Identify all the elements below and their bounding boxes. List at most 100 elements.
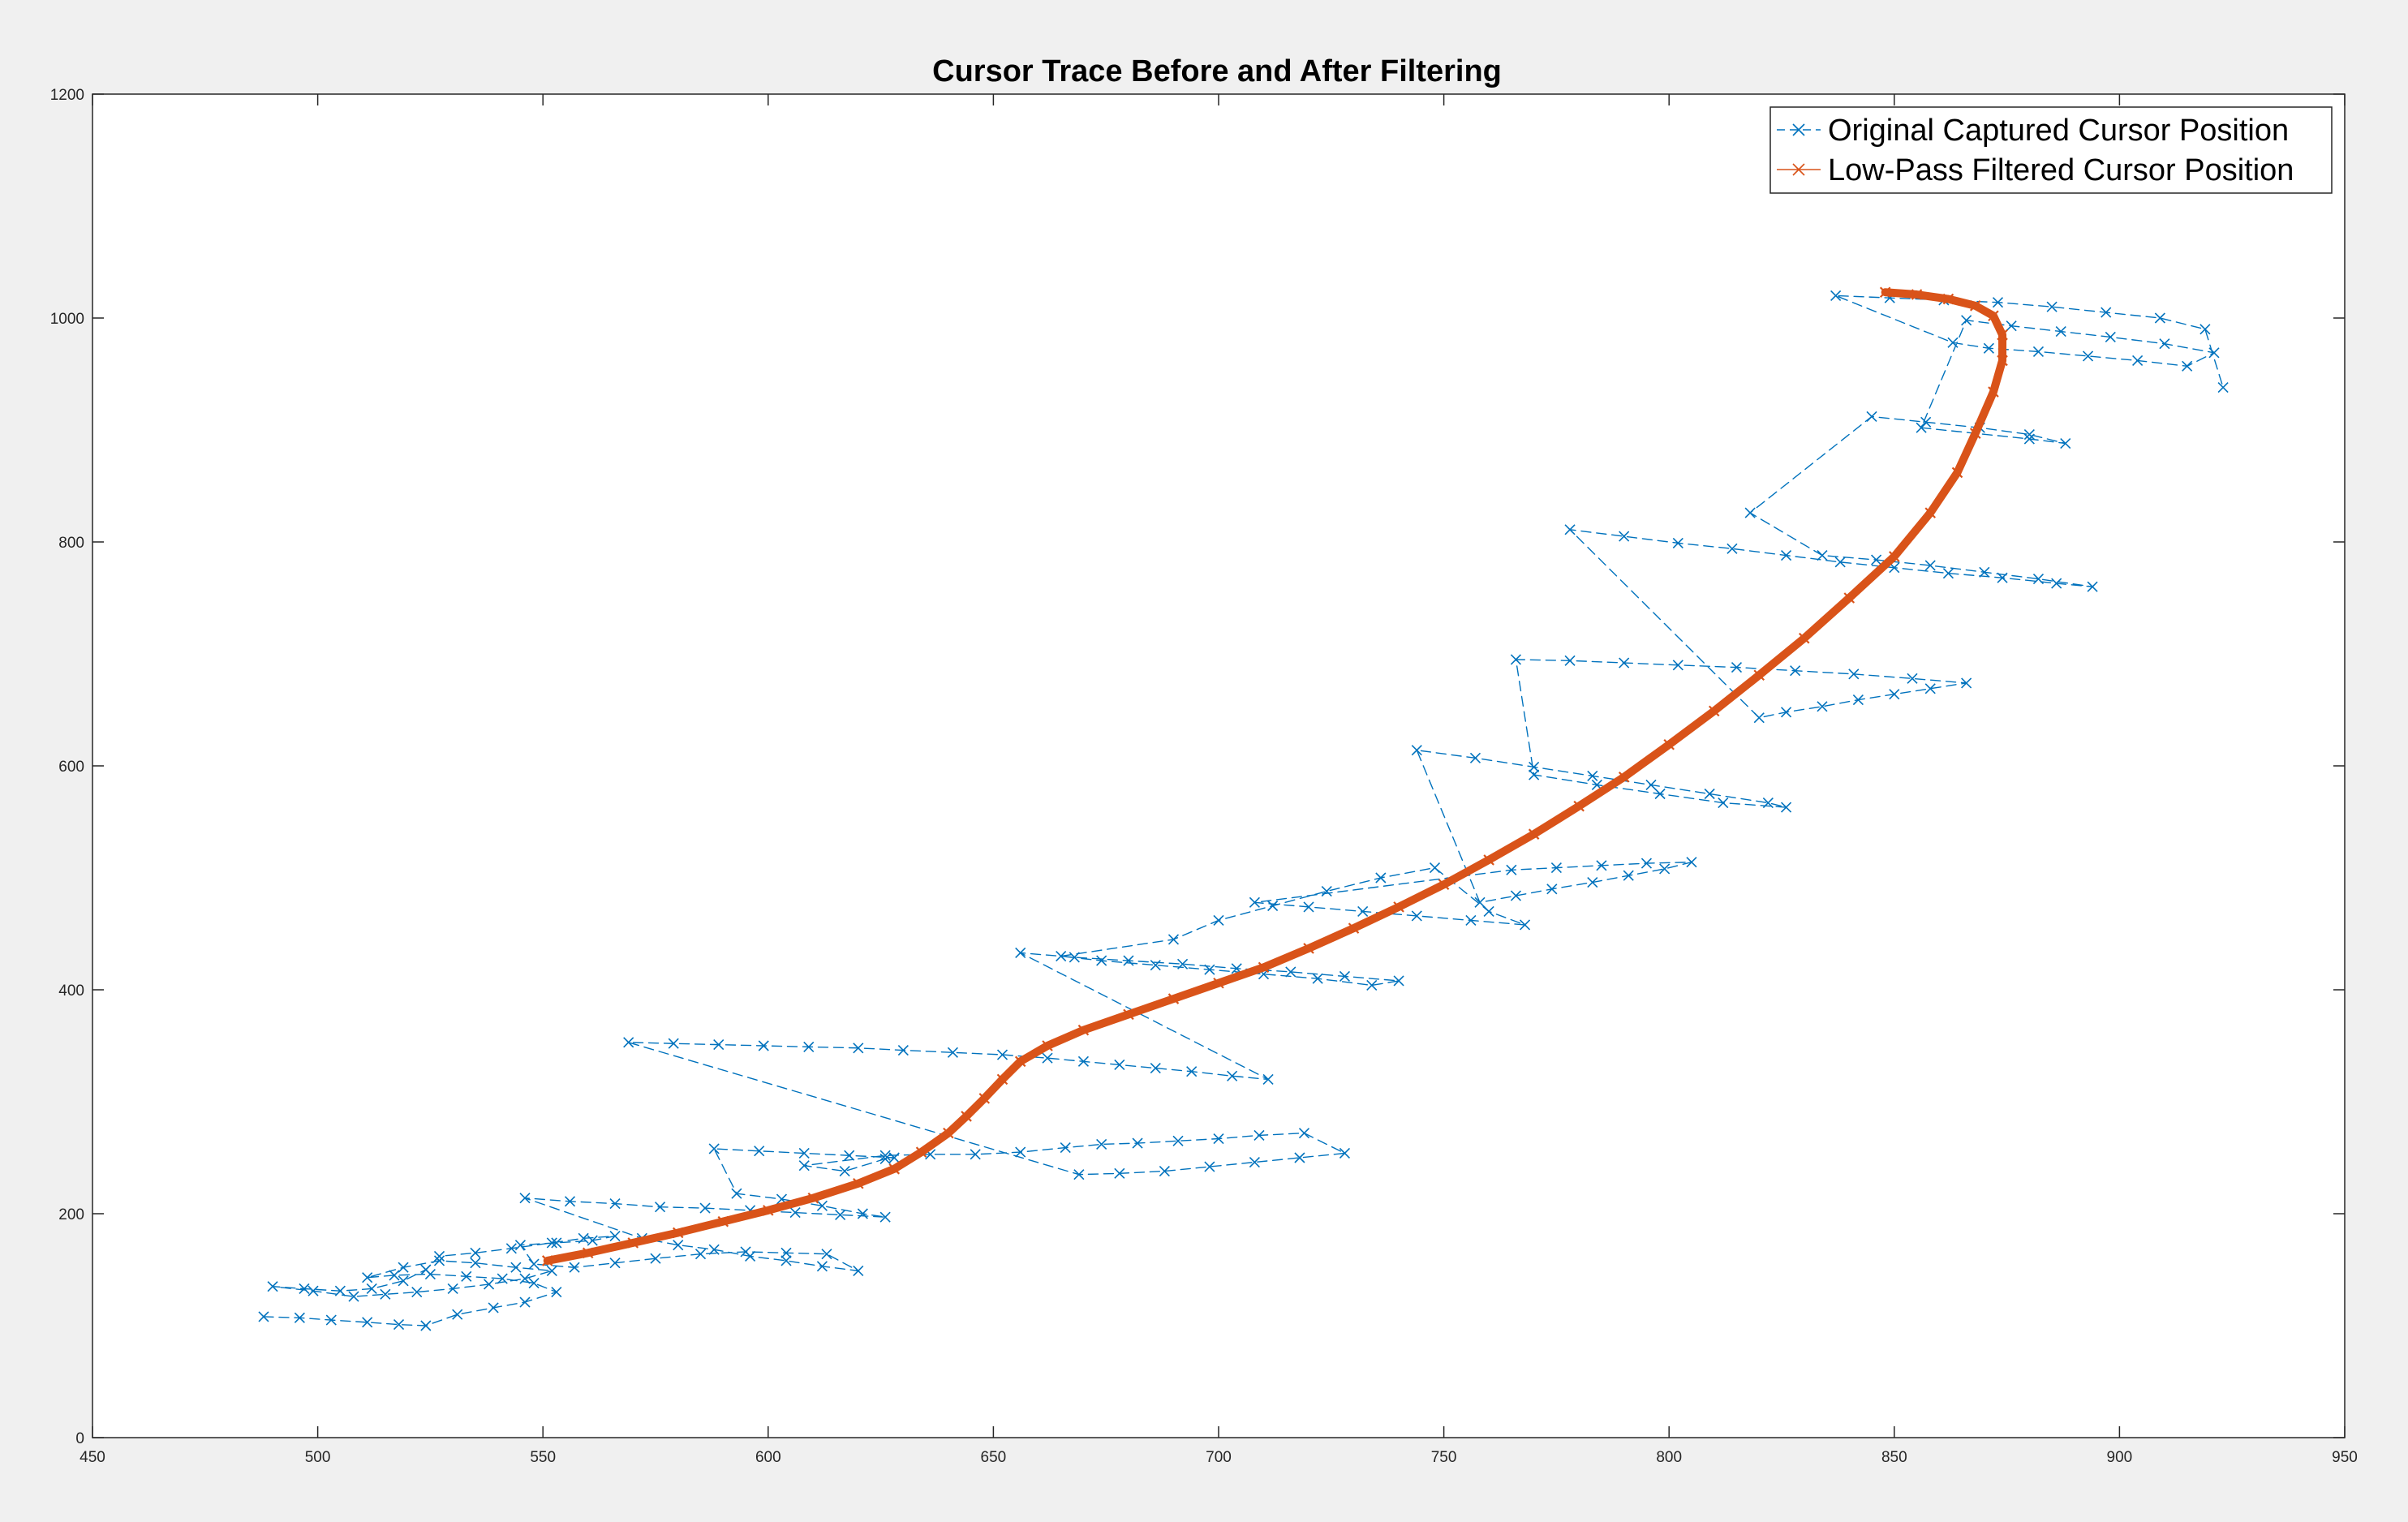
original-series-point [510, 1262, 522, 1273]
original-series-point [1262, 1073, 1274, 1085]
original-series-point [1596, 860, 1607, 871]
original-series-point [398, 1275, 409, 1287]
original-series-point [1510, 890, 1521, 901]
original-series-point [1916, 422, 1927, 433]
original-series-point [1015, 1146, 1026, 1158]
x-tick-label: 750 [1431, 1449, 1457, 1466]
original-series-point [1519, 919, 1531, 931]
original-series-point [1753, 712, 1765, 724]
original-series-point [1213, 1133, 1224, 1145]
original-series-point [461, 1270, 472, 1282]
filtered-series-point [1969, 300, 1981, 312]
original-series-point [1267, 900, 1279, 912]
axis-ticks: 450 500 550 600 650 700 750 800 850 900 950 0 200 400… [50, 87, 2358, 1466]
original-series-point [2199, 324, 2211, 335]
filtered-series-line [543, 288, 2007, 1265]
original-series-point [1983, 342, 1994, 354]
filtered-series-point [1303, 943, 1314, 954]
original-series-point [1718, 797, 1729, 809]
original-series-point [514, 1240, 527, 1251]
original-series-point [1529, 761, 1540, 772]
original-series-point [1726, 543, 1738, 554]
original-series-point [609, 1258, 621, 1269]
original-series-point [1790, 665, 1801, 677]
filtered-series-point [1889, 551, 1900, 562]
original-series-point [1294, 1152, 1305, 1163]
original-series-point [947, 1047, 958, 1058]
original-series-point [433, 1255, 445, 1266]
original-series-point [1889, 689, 1900, 700]
filtered-series-point [943, 1127, 954, 1139]
original-series-point [587, 1235, 598, 1246]
filtered-series-point [1438, 879, 1450, 891]
original-series-point [798, 1160, 810, 1172]
original-series-point [420, 1320, 432, 1331]
original-series-point [1312, 973, 1323, 984]
filtered-series-point [1997, 329, 2008, 341]
filtered-series-point [1798, 632, 1810, 644]
original-series-point [879, 1211, 891, 1223]
original-series-point [650, 1253, 661, 1264]
filtered-series-point [1708, 705, 1720, 717]
original-series-point [1587, 770, 1598, 781]
original-series-point [1015, 947, 1026, 959]
original-series-point [1619, 531, 1630, 542]
original-series-point [1096, 955, 1107, 966]
filtered-series-point [1988, 310, 1999, 322]
original-series-point [803, 1041, 815, 1052]
original-series-point [1924, 560, 1936, 571]
original-series-point [816, 1261, 828, 1272]
original-series-point [433, 1250, 445, 1262]
original-series-point [2159, 338, 2170, 350]
filtered-series-point [1483, 854, 1494, 866]
filtered-series-point [1942, 293, 1954, 305]
original-series-point [362, 1272, 373, 1283]
original-series-point [325, 1314, 337, 1326]
original-series-point [745, 1250, 756, 1262]
original-series-point [2105, 331, 2116, 343]
original-series-point [569, 1262, 580, 1273]
original-series-point [996, 1049, 1008, 1060]
filtered-series-point [1911, 289, 1923, 300]
original-series-point [839, 1165, 850, 1177]
original-series-point [1924, 683, 1936, 694]
x-tick-label: 550 [530, 1449, 556, 1466]
original-series-point [1830, 290, 1842, 301]
x-tick-label: 900 [2107, 1449, 2133, 1466]
original-series-point [1411, 745, 1422, 756]
x-tick-label: 700 [1206, 1449, 1232, 1466]
filtered-series-point [853, 1177, 864, 1189]
filtered-series-point [961, 1111, 972, 1122]
original-series-point [713, 1039, 725, 1051]
original-series-point [897, 1044, 909, 1056]
original-series-point [609, 1198, 621, 1210]
original-series-point [2154, 312, 2165, 324]
original-series-point [519, 1193, 531, 1204]
x-tick-label: 450 [80, 1449, 105, 1466]
y-tick-label: 800 [58, 535, 84, 552]
original-series-point [780, 1247, 792, 1258]
original-series-point [609, 1231, 621, 1242]
original-series-point [2023, 433, 2035, 445]
original-series-point [1997, 572, 2008, 583]
plot-area [92, 94, 2345, 1438]
original-series-point [380, 1288, 391, 1300]
original-series-point [1429, 862, 1441, 874]
original-series-point [1249, 1156, 1260, 1168]
original-series-point [1961, 315, 1972, 326]
original-series-point [299, 1283, 310, 1295]
original-series-point [1159, 1165, 1170, 1177]
original-series-point [452, 1309, 463, 1320]
legend-box [1769, 106, 2333, 194]
original-series-point [2082, 350, 2094, 362]
original-series-point [362, 1317, 373, 1328]
y-tick-label: 200 [58, 1206, 84, 1223]
original-series-point [1114, 1167, 1125, 1179]
original-series-point [307, 1285, 319, 1296]
original-series-point [1069, 952, 1080, 963]
legend[interactable]: Original Captured Cursor Position Low-Pa… [1769, 106, 2333, 194]
original-series-point [1564, 524, 1576, 535]
filtered-series-point [672, 1227, 684, 1239]
original-series-point [1619, 657, 1630, 669]
filtered-series-point [1997, 355, 2008, 367]
